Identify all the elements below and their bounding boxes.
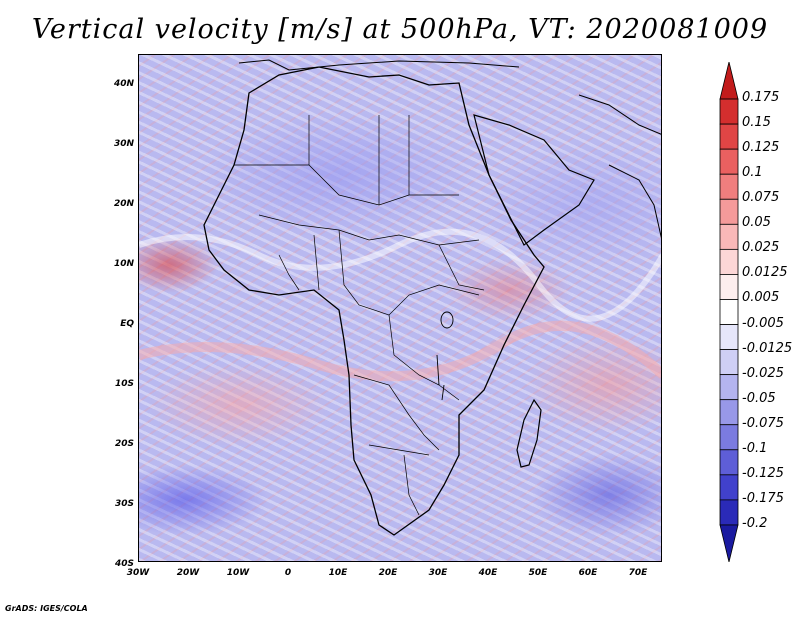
colorbar-swatch — [719, 274, 739, 300]
colorbar-swatch — [719, 499, 739, 526]
colorbar-label: -0.125 — [742, 465, 784, 481]
colorbar-swatch — [719, 173, 739, 200]
colorbar-swatch — [719, 524, 739, 562]
colorbar-label: -0.025 — [742, 365, 784, 381]
colorbar-swatch — [719, 198, 739, 225]
colorbar-swatch — [719, 324, 739, 350]
africa-coastline — [203, 66, 545, 536]
lon-tick-label: 10W — [226, 568, 250, 578]
colorbar-label: -0.0125 — [742, 340, 793, 356]
colorbar-label: 0.125 — [742, 140, 780, 156]
colorbar-label: -0.075 — [742, 415, 784, 431]
lat-tick-label: 30S — [114, 499, 134, 509]
lon-tick-label: 0 — [284, 568, 292, 578]
colorbar-swatch — [719, 349, 739, 376]
colorbar-label: 0.025 — [742, 240, 780, 256]
arabia-coastline — [473, 114, 595, 246]
colorbar-swatch — [719, 223, 739, 250]
colorbar-label: -0.05 — [742, 390, 776, 406]
lat-tick-label: 10N — [113, 259, 134, 269]
lon-tick-label: 70E — [628, 568, 648, 578]
vertical-velocity-map — [138, 54, 662, 562]
colorbar-swatch — [719, 248, 739, 275]
colorbar-swatch — [719, 299, 739, 325]
colorbar-label: 0.1 — [742, 165, 763, 181]
colorbar-label: 0.005 — [742, 290, 780, 306]
colorbar-swatch — [719, 98, 739, 125]
lat-tick-label: 40S — [114, 559, 134, 569]
colorbar-swatch — [719, 123, 739, 150]
madagascar-coastline — [516, 398, 542, 468]
colorbar-label: 0.175 — [742, 90, 780, 106]
lon-tick-label: 10E — [328, 568, 348, 578]
lat-tick-label: 20N — [113, 199, 134, 209]
lon-tick-label: 20W — [176, 568, 200, 578]
colorbar-label: -0.175 — [742, 490, 784, 506]
lon-tick-label: 60E — [578, 568, 598, 578]
colorbar-swatch — [719, 374, 739, 401]
colorbar-swatch — [719, 62, 739, 100]
lon-tick-label: 50E — [528, 568, 548, 578]
colorbar-swatch — [719, 424, 739, 451]
colorbar-label: 0.075 — [742, 190, 780, 206]
lon-tick-label: 30E — [428, 568, 448, 578]
colorbar-label: -0.1 — [742, 440, 768, 456]
colorbar-swatch — [719, 399, 739, 426]
colorbar-swatches — [719, 62, 739, 562]
colorbar-label: 0.15 — [742, 115, 771, 131]
lat-tick-label: 30N — [113, 139, 134, 149]
colorbar-swatch — [719, 474, 739, 501]
colorbar: 0.175 0.15 0.125 0.1 0.075 0.05 0.025 0.0125 0.0… — [714, 62, 800, 562]
colorbar-swatch — [719, 148, 739, 175]
colorbar-label: 0.0125 — [742, 265, 788, 281]
lat-tick-label: 20S — [114, 439, 134, 449]
colorbar-label: -0.2 — [742, 515, 768, 531]
lat-tick-label: 40N — [113, 79, 134, 89]
coastlines-layer — [139, 59, 661, 536]
lat-tick-label: EQ — [120, 319, 134, 329]
lon-tick-label: 20E — [378, 568, 398, 578]
colorbar-label: -0.005 — [742, 315, 784, 331]
colorbar-swatch — [719, 449, 739, 476]
colorbar-label: 0.05 — [742, 215, 771, 231]
map-title: Vertical velocity [m/s] at 500hPa, VT: 2… — [31, 14, 769, 45]
credit-text: GrADS: IGES/COLA — [5, 604, 88, 613]
lat-tick-label: 10S — [114, 379, 134, 389]
lon-tick-label: 30W — [126, 568, 150, 578]
lon-tick-label: 40E — [478, 568, 498, 578]
